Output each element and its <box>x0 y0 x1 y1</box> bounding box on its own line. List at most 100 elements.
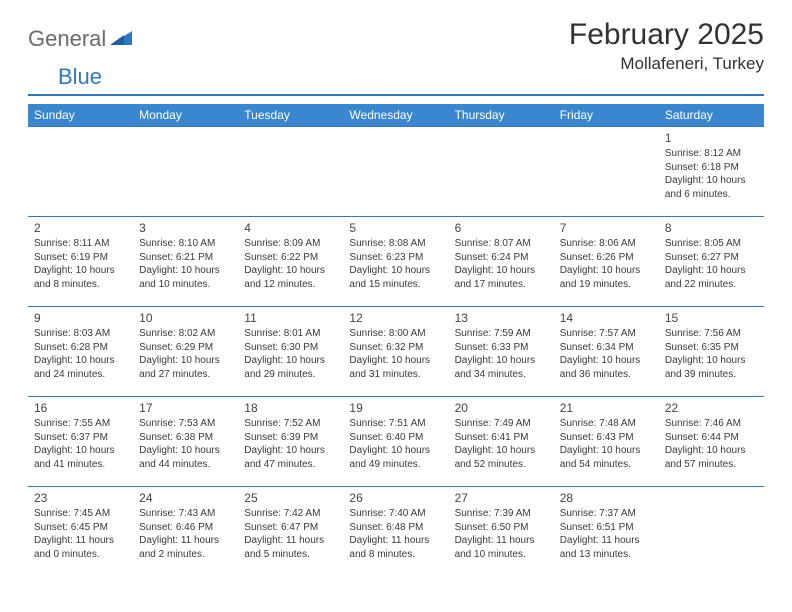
daylight-line: Daylight: 10 hours and 10 minutes. <box>139 264 232 291</box>
sunset-line: Sunset: 6:21 PM <box>139 251 232 265</box>
daylight-line: Daylight: 10 hours and 34 minutes. <box>455 354 548 381</box>
col-saturday: Saturday <box>659 104 764 127</box>
day-cell: 14Sunrise: 7:57 AMSunset: 6:34 PMDayligh… <box>554 307 659 397</box>
sunset-line: Sunset: 6:22 PM <box>244 251 337 265</box>
daylight-line: Daylight: 10 hours and 52 minutes. <box>455 444 548 471</box>
sunset-line: Sunset: 6:37 PM <box>34 431 127 445</box>
daylight-line: Daylight: 10 hours and 57 minutes. <box>665 444 758 471</box>
day-number: 8 <box>665 221 758 235</box>
sunset-line: Sunset: 6:18 PM <box>665 161 758 175</box>
daylight-line: Daylight: 10 hours and 54 minutes. <box>560 444 653 471</box>
day-cell: 21Sunrise: 7:48 AMSunset: 6:43 PMDayligh… <box>554 397 659 487</box>
month-title: February 2025 <box>569 18 764 52</box>
sunset-line: Sunset: 6:51 PM <box>560 521 653 535</box>
sunrise-line: Sunrise: 7:49 AM <box>455 417 548 431</box>
sunrise-line: Sunrise: 7:51 AM <box>349 417 442 431</box>
day-cell <box>133 127 238 217</box>
day-number: 23 <box>34 491 127 505</box>
week-row: 16Sunrise: 7:55 AMSunset: 6:37 PMDayligh… <box>28 397 764 487</box>
sunrise-line: Sunrise: 8:10 AM <box>139 237 232 251</box>
sunset-line: Sunset: 6:23 PM <box>349 251 442 265</box>
day-number: 13 <box>455 311 548 325</box>
col-tuesday: Tuesday <box>238 104 343 127</box>
sunset-line: Sunset: 6:45 PM <box>34 521 127 535</box>
day-cell: 23 Sunrise: 7:45 AMSunset: 6:45 PMDayligh… <box>28 487 133 577</box>
daylight-line: Daylight: 11 hours and 13 minutes. <box>560 534 653 561</box>
day-number: 3 <box>139 221 232 235</box>
title-block: February 2025 Mollafeneri, Turkey <box>569 18 764 74</box>
sunset-line: Sunset: 6:39 PM <box>244 431 337 445</box>
daylight-line: Daylight: 10 hours and 27 minutes. <box>139 354 232 381</box>
daylight-line: Daylight: 11 hours and 10 minutes. <box>455 534 548 561</box>
sunrise-line: Sunrise: 8:09 AM <box>244 237 337 251</box>
day-header-row: Sunday Monday Tuesday Wednesday Thursday… <box>28 104 764 127</box>
day-number: 18 <box>244 401 337 415</box>
daylight-line: Daylight: 11 hours and 2 minutes. <box>139 534 232 561</box>
col-sunday: Sunday <box>28 104 133 127</box>
day-cell: 8Sunrise: 8:05 AMSunset: 6:27 PMDaylight… <box>659 217 764 307</box>
daylight-line: Daylight: 10 hours and 41 minutes. <box>34 444 127 471</box>
day-cell: 13Sunrise: 7:59 AMSunset: 6:33 PMDayligh… <box>449 307 554 397</box>
sunset-line: Sunset: 6:34 PM <box>560 341 653 355</box>
sunrise-line: Sunrise: 8:01 AM <box>244 327 337 341</box>
week-row: 2Sunrise: 8:11 AMSunset: 6:19 PMDaylight… <box>28 217 764 307</box>
sunset-line: Sunset: 6:38 PM <box>139 431 232 445</box>
day-cell <box>554 127 659 217</box>
daylight-line: Daylight: 10 hours and 17 minutes. <box>455 264 548 291</box>
daylight-line: Daylight: 10 hours and 8 minutes. <box>34 264 127 291</box>
day-number: 16 <box>34 401 127 415</box>
daylight-line: Daylight: 10 hours and 44 minutes. <box>139 444 232 471</box>
day-cell: 7 Sunrise: 8:06 AMSunset: 6:26 PMDaylight… <box>554 217 659 307</box>
sunset-line: Sunset: 6:26 PM <box>560 251 653 265</box>
sunrise-line: Sunrise: 8:07 AM <box>455 237 548 251</box>
daylight-line: Daylight: 10 hours and 19 minutes. <box>560 264 653 291</box>
day-cell: 16 Sunrise: 7:55 AMSunset: 6:37 PMDayligh… <box>28 397 133 487</box>
col-thursday: Thursday <box>449 104 554 127</box>
sunrise-line: Sunrise: 8:06 AM <box>560 237 653 251</box>
day-cell: 27Sunrise: 7:39 AMSunset: 6:50 PMDayligh… <box>449 487 554 577</box>
day-cell: 2Sunrise: 8:11 AMSunset: 6:19 PMDaylight… <box>28 217 133 307</box>
day-cell: 25Sunrise: 7:42 AMSunset: 6:47 PMDayligh… <box>238 487 343 577</box>
sunrise-line: Sunrise: 7:43 AM <box>139 507 232 521</box>
sunrise-line: Sunrise: 8:02 AM <box>139 327 232 341</box>
day-cell <box>343 127 448 217</box>
day-cell: 17Sunrise: 7:53 AMSunset: 6:38 PMDayligh… <box>133 397 238 487</box>
col-monday: Monday <box>133 104 238 127</box>
day-number: 24 <box>139 491 232 505</box>
sunrise-line: Sunrise: 7:37 AM <box>560 507 653 521</box>
calendar-body: 1Sunrise: 8:12 AMSunset: 6:18 PMDaylight… <box>28 127 764 577</box>
sunrise-line: Sunrise: 7:48 AM <box>560 417 653 431</box>
sunset-line: Sunset: 6:43 PM <box>560 431 653 445</box>
sunrise-line: Sunrise: 7:55 AM <box>34 417 127 431</box>
sunset-line: Sunset: 6:30 PM <box>244 341 337 355</box>
day-cell: 5Sunrise: 8:08 AMSunset: 6:23 PMDaylight… <box>343 217 448 307</box>
day-number: 11 <box>244 311 337 325</box>
day-cell: 24Sunrise: 7:43 AMSunset: 6:46 PMDayligh… <box>133 487 238 577</box>
day-number: 7 <box>560 221 653 235</box>
day-cell <box>238 127 343 217</box>
sunset-line: Sunset: 6:35 PM <box>665 341 758 355</box>
day-cell: 18Sunrise: 7:52 AMSunset: 6:39 PMDayligh… <box>238 397 343 487</box>
day-cell: 9Sunrise: 8:03 AMSunset: 6:28 PMDaylight… <box>28 307 133 397</box>
sunrise-line: Sunrise: 7:39 AM <box>455 507 548 521</box>
sunset-line: Sunset: 6:24 PM <box>455 251 548 265</box>
day-number: 28 <box>560 491 653 505</box>
sunset-line: Sunset: 6:29 PM <box>139 341 232 355</box>
day-number: 20 <box>455 401 548 415</box>
daylight-line: Daylight: 11 hours and 0 minutes. <box>34 534 127 561</box>
sunrise-line: Sunrise: 7:45 AM <box>34 507 127 521</box>
daylight-line: Daylight: 10 hours and 15 minutes. <box>349 264 442 291</box>
day-number: 5 <box>349 221 442 235</box>
day-cell: 3 Sunrise: 8:10 AMSunset: 6:21 PMDaylight… <box>133 217 238 307</box>
week-row: 9Sunrise: 8:03 AMSunset: 6:28 PMDaylight… <box>28 307 764 397</box>
logo-triangle-icon <box>110 29 132 50</box>
sunset-line: Sunset: 6:50 PM <box>455 521 548 535</box>
logo: General <box>28 26 134 52</box>
day-number: 14 <box>560 311 653 325</box>
day-number: 6 <box>455 221 548 235</box>
day-number: 17 <box>139 401 232 415</box>
day-number: 19 <box>349 401 442 415</box>
sunrise-line: Sunrise: 7:57 AM <box>560 327 653 341</box>
day-number: 15 <box>665 311 758 325</box>
day-cell <box>28 127 133 217</box>
